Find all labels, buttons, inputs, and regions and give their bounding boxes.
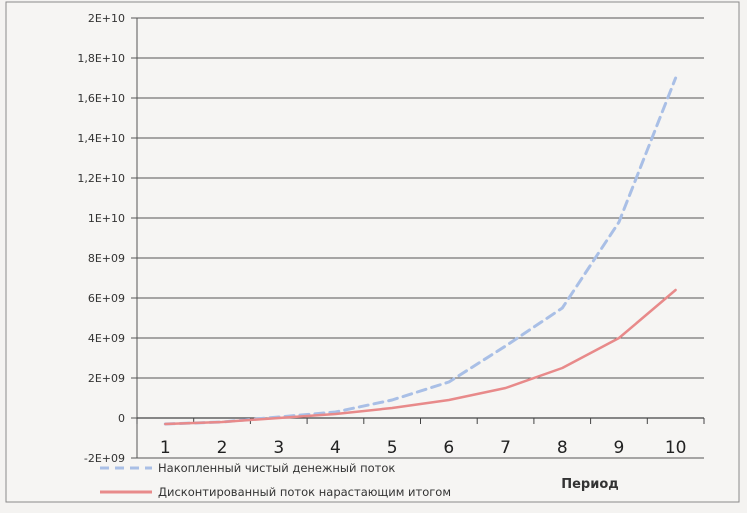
y-tick-label: 1,6E+10 xyxy=(77,92,125,105)
y-tick-label: -2E+09 xyxy=(84,452,125,465)
legend-label-1: Накопленный чистый денежный поток xyxy=(158,461,395,475)
y-tick-label: 2E+10 xyxy=(88,12,125,25)
chart-frame xyxy=(5,1,740,503)
x-tick-label: 3 xyxy=(273,438,284,458)
x-tick-label: 7 xyxy=(500,438,511,458)
x-tick-label: 10 xyxy=(665,438,687,458)
y-tick-label: 0 xyxy=(118,412,125,425)
x-tick-label: 9 xyxy=(614,438,625,458)
y-tick-label: 6E+09 xyxy=(88,292,125,305)
x-tick-label: 5 xyxy=(387,438,398,458)
y-tick-label: 2E+09 xyxy=(88,372,125,385)
x-tick-label: 4 xyxy=(330,438,341,458)
y-tick-label: 1,2E+10 xyxy=(77,172,125,185)
x-tick-label: 6 xyxy=(443,438,454,458)
x-tick-label: 1 xyxy=(160,438,171,458)
y-tick-label: 1,8E+10 xyxy=(77,52,125,65)
legend-label-2: Дисконтированный поток нарастающим итого… xyxy=(158,485,451,499)
y-tick-label: 1E+10 xyxy=(88,212,125,225)
x-axis-title: Период xyxy=(561,477,619,492)
series-line-2 xyxy=(164,288,677,426)
y-tick-label: 1,4E+10 xyxy=(77,132,125,145)
x-tick-label: 2 xyxy=(217,438,228,458)
x-tick-label: 8 xyxy=(557,438,568,458)
y-tick-label: 4E+09 xyxy=(88,332,125,345)
y-tick-label: 8E+09 xyxy=(88,252,125,265)
